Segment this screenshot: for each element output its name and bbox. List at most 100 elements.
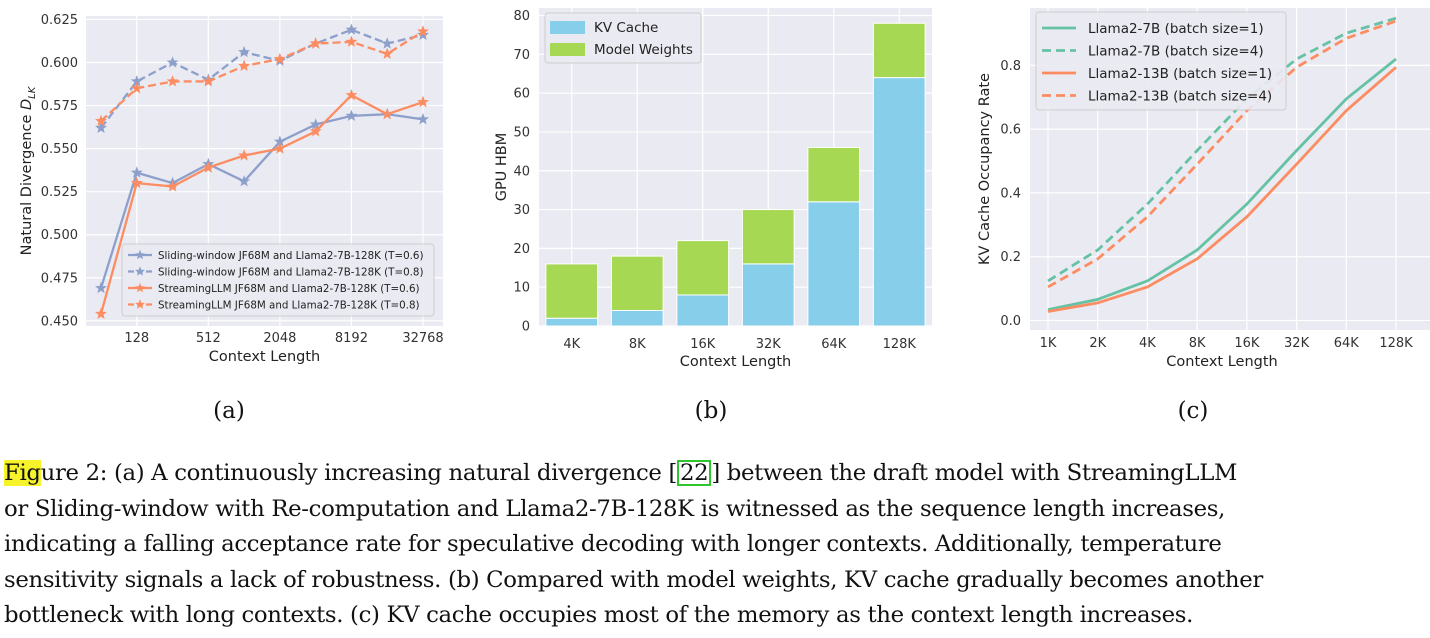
data-point-star (381, 47, 394, 59)
data-point-star (309, 118, 322, 130)
y-tick-label: 30 (513, 203, 530, 218)
legend-entry: StreamingLLM JF68M and Llama2-7B-128K (T… (158, 299, 420, 311)
y-tick-label: 0.0 (1000, 314, 1021, 329)
y-axis-label: Natural Divergence DLK (19, 85, 38, 255)
model-weights-bar (545, 263, 599, 319)
x-tick-label: 1K (1040, 336, 1057, 351)
data-point-star (166, 180, 179, 192)
series-line-c0 (1047, 57, 1397, 311)
kv-cache-bar (741, 263, 795, 327)
x-tick-label: 32K (756, 337, 782, 352)
x-tick-label: 8K (1189, 336, 1206, 351)
y-tick-label: 0.450 (41, 314, 78, 329)
data-point-star (130, 82, 143, 94)
model-weights-bar (610, 255, 664, 311)
data-point-star (417, 95, 429, 108)
y-tick-label: 80 (513, 9, 530, 24)
series-line-c1 (1047, 16, 1397, 283)
caption-line-3: indicating a falling acceptance rate for… (4, 531, 1222, 557)
data-point-star (202, 75, 215, 87)
x-tick-label: 512 (196, 331, 221, 346)
data-point-star (130, 75, 143, 87)
y-axis-label: GPU HBM (494, 133, 510, 202)
kv-cache-bar (610, 309, 664, 327)
caption-line-4: sensitivity signals a lack of robustness… (4, 566, 1263, 593)
panel-label: (b) (695, 398, 728, 424)
x-tick-label: 64K (1334, 336, 1360, 351)
data-point-star (345, 109, 358, 121)
x-tick-label: 32K (1284, 336, 1310, 351)
kv-cache-bar (676, 294, 730, 327)
legend-entry: Llama2-13B (batch size=1) (1088, 66, 1272, 82)
y-tick-label: 0.600 (41, 56, 78, 71)
legend-entry: Llama2-7B (batch size=1) (1088, 21, 1264, 37)
series-line-a2 (99, 93, 424, 315)
caption-line-1: Figure 2: (a) A continuously increasing … (4, 456, 1426, 492)
legend-entry: Llama2-13B (batch size=4) (1088, 89, 1272, 105)
kv-cache-bar (545, 317, 599, 327)
data-point-star (238, 59, 251, 71)
data-point-star (238, 175, 251, 187)
x-tick-label: 8K (629, 337, 646, 352)
x-tick-label: 128 (124, 331, 149, 346)
caption-line-1-rest: ] between the draft model with Streaming… (711, 460, 1237, 486)
legend-star (135, 249, 145, 260)
y-tick-label: 60 (513, 87, 530, 102)
caption-line-2: or Sliding-window with Re-computation an… (4, 495, 1226, 522)
x-tick-label: 4K (563, 337, 580, 352)
x-tick-label: 2K (1089, 336, 1106, 351)
panel-label: (a) (213, 398, 245, 424)
y-axis-label: KV Cache Occupancy Rate (977, 73, 993, 265)
x-tick-label: 2048 (263, 331, 296, 346)
data-point-star (345, 88, 358, 101)
series-line-a1 (100, 28, 424, 129)
y-tick-label: 0.625 (41, 13, 78, 28)
x-tick-label: 16K (690, 337, 716, 352)
data-point-star (95, 307, 107, 319)
panel-label: (c) (1178, 398, 1209, 424)
data-point-star (273, 52, 286, 65)
data-point-star (95, 121, 107, 133)
citation-link[interactable]: 22 (677, 460, 712, 486)
caption-line-1-text: ure 2: (a) A continuously increasing nat… (40, 460, 678, 486)
legend-swatch (550, 43, 585, 56)
y-tick-label: 50 (513, 125, 530, 140)
data-point-star (166, 56, 179, 68)
x-tick-label: 128K (1379, 336, 1413, 351)
y-tick-label: 0.500 (41, 228, 78, 243)
x-tick-label: 128K (883, 337, 917, 352)
x-tick-label: 16K (1234, 336, 1260, 351)
data-point-star (166, 75, 179, 87)
data-point-star (417, 28, 429, 40)
kv-cache-bar (807, 201, 861, 327)
series-line-a3 (100, 30, 424, 122)
legend-entry: Sliding-window JF68M and Llama2-7B-128K … (158, 266, 424, 278)
data-point-star (130, 176, 143, 189)
y-tick-label: 0.2 (1000, 250, 1021, 265)
legend-entry: Llama2-7B (batch size=4) (1088, 44, 1264, 60)
legend-entry: Sliding-window JF68M and Llama2-7B-128K … (158, 250, 424, 262)
y-tick-label: 0.575 (41, 99, 78, 114)
data-point-star (381, 37, 394, 49)
legend-box (121, 243, 435, 317)
model-weights-bar (676, 240, 730, 296)
y-tick-label: 0.4 (1000, 186, 1021, 201)
data-point-star (417, 25, 429, 37)
x-axis-label: Context Length (209, 349, 320, 365)
data-point-star (417, 113, 429, 125)
data-point-star (95, 114, 107, 127)
kv-cache-bar (872, 77, 926, 327)
data-point-star (345, 23, 358, 35)
chart-b: 0 10 20 30 40 50 60 70 80 4K 8K 16K 32K 64K 128K Contex… (494, 8, 932, 370)
legend-star (135, 282, 145, 293)
data-point-star (202, 161, 215, 173)
y-tick-label: 40 (513, 164, 530, 179)
data-point-star (273, 135, 286, 147)
data-point-star (130, 166, 143, 178)
x-tick-label: 32768 (402, 331, 443, 346)
y-tick-label: 0.550 (41, 142, 78, 157)
y-tick-label: 70 (513, 48, 530, 63)
legend-box (1035, 11, 1287, 111)
data-point-star (345, 35, 358, 47)
x-axis-label: Context Length (680, 354, 791, 370)
